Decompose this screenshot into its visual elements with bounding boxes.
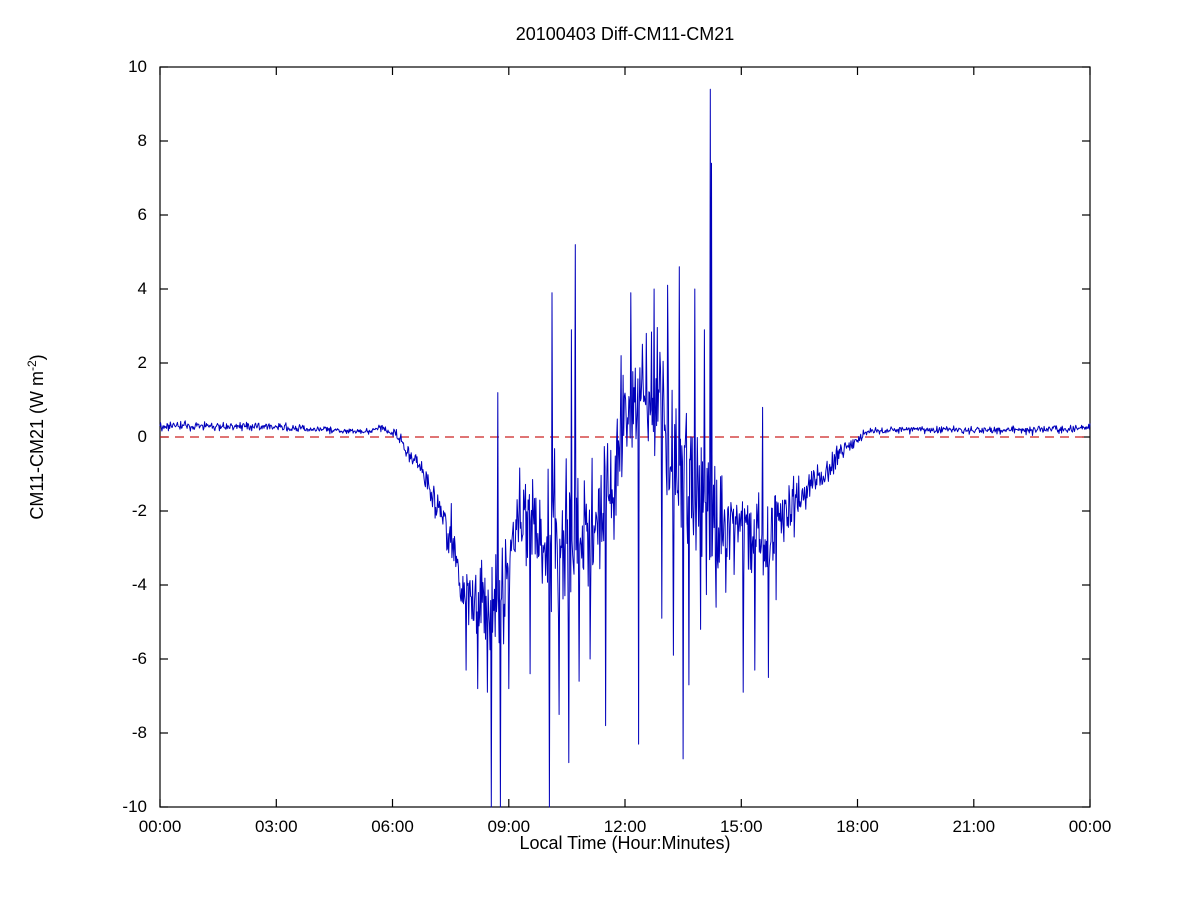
y-tick-label: 0: [137, 427, 147, 446]
x-tick-label: 06:00: [371, 817, 414, 836]
x-tick-label: 09:00: [487, 817, 531, 836]
x-tick-label: 21:00: [952, 817, 996, 836]
x-tick-label: 15:00: [719, 817, 763, 836]
y-tick-label: -10: [122, 797, 147, 816]
x-tick-label: 12:00: [603, 817, 647, 836]
x-tick-label: 00:00: [1068, 817, 1112, 836]
y-tick-label: 2: [137, 353, 147, 372]
x-axis-label: Local Time (Hour:Minutes): [519, 833, 731, 853]
y-tick-label: -6: [131, 649, 147, 668]
y-tick-label: 10: [128, 57, 147, 76]
y-tick-label: -2: [131, 501, 147, 520]
x-tick-label: 18:00: [836, 817, 879, 836]
x-tick-label: 03:00: [254, 817, 298, 836]
x-tick-label: 00:00: [138, 817, 182, 836]
y-tick-label: -4: [131, 575, 147, 594]
y-tick-label: 6: [137, 205, 147, 224]
y-tick-label: 8: [137, 131, 147, 150]
y-tick-label: 4: [137, 279, 147, 298]
chart-title: 20100403 Diff-CM11-CM21: [515, 24, 735, 44]
y-tick-label: -8: [131, 723, 147, 742]
